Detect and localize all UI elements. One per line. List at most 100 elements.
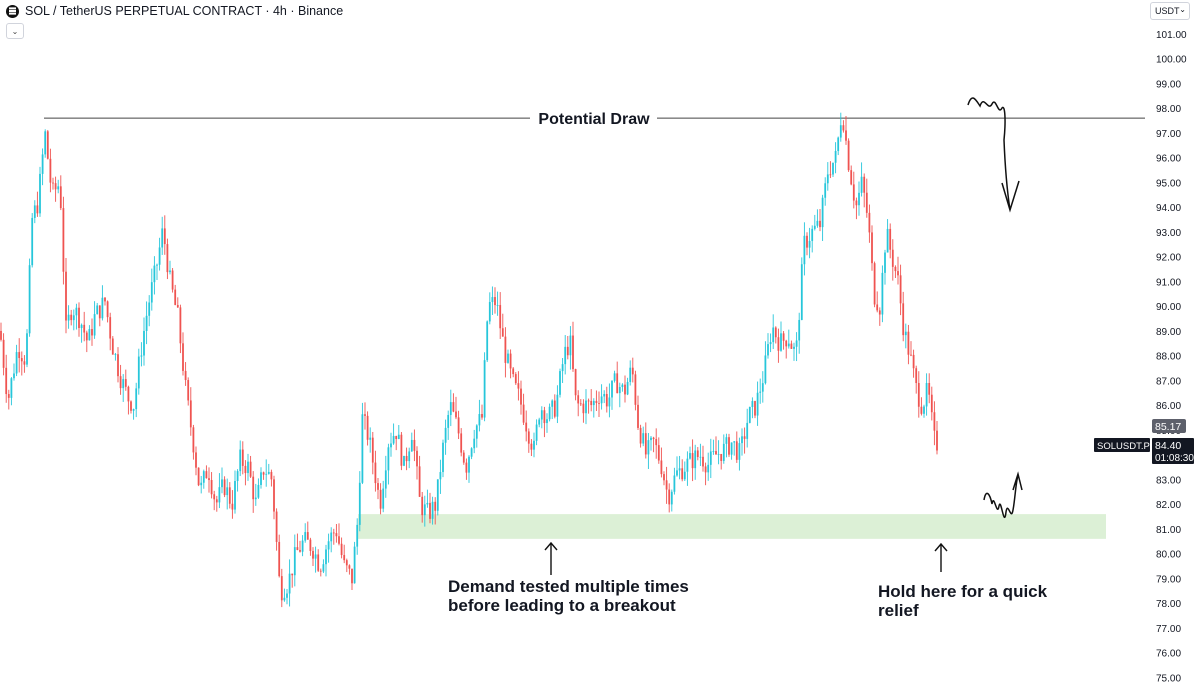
candle-body (18, 352, 21, 359)
candle-body (470, 448, 473, 457)
candle-body (161, 228, 164, 248)
candle-body (829, 174, 832, 176)
candle-body (787, 343, 790, 347)
chart-header: SOL / TetherUS PERPETUAL CONTRACT · 4h ·… (6, 4, 343, 18)
candle-body (819, 220, 821, 228)
candle-body (200, 482, 203, 486)
candle-body (260, 472, 262, 485)
candle-body (793, 346, 795, 349)
candle-body (351, 568, 353, 584)
candle-body (426, 502, 429, 505)
candle-body (390, 443, 392, 448)
price-axis-tick: 97.00 (1156, 129, 1181, 140)
price-axis-tick: 95.00 (1156, 178, 1181, 189)
candle-body (241, 449, 244, 466)
candle-body (379, 489, 382, 509)
chevron-down-icon: ⌄ (1179, 5, 1186, 14)
candle-body (410, 439, 413, 452)
candle-body (569, 335, 572, 356)
candle-body (481, 414, 483, 418)
candle-body (465, 462, 468, 473)
candle-body (280, 576, 283, 601)
candle-body (748, 407, 751, 423)
candle-body (551, 400, 554, 407)
potential-draw-label: Potential Draw (538, 111, 650, 128)
candle-body (709, 451, 712, 465)
candle-body (899, 275, 902, 304)
candle-body (488, 302, 491, 322)
candle-body (730, 442, 733, 455)
svg-text:SOLUSDT.P: SOLUSDT.P (1097, 441, 1150, 452)
candle-body (733, 441, 736, 443)
price-axis-tick: 81.00 (1156, 525, 1181, 536)
candle-body (512, 368, 515, 375)
candle-body (213, 494, 216, 500)
candle-body (491, 297, 494, 303)
candle-body (598, 403, 600, 404)
candle-body (535, 424, 538, 441)
candle-body (478, 414, 481, 426)
candle-body (452, 402, 455, 412)
candle-body (275, 511, 278, 542)
candle-body (340, 543, 343, 556)
candle-body (582, 403, 585, 414)
price-axis-tick: 98.00 (1156, 104, 1181, 115)
candle-body (707, 464, 710, 473)
candle-body (806, 235, 808, 248)
candle-body (335, 533, 338, 537)
candle-body (811, 228, 814, 241)
candle-body (728, 437, 730, 455)
candle-body (140, 355, 143, 357)
candle-body (777, 337, 780, 351)
candle-body (327, 541, 330, 550)
candle-body (80, 324, 83, 329)
candle-body (530, 443, 533, 450)
candle-body (413, 439, 416, 451)
candle-body (319, 570, 322, 572)
candle-body (119, 376, 122, 389)
price-axis-tick: 75.00 (1156, 673, 1181, 684)
candle-body (837, 137, 840, 152)
candle-body (57, 186, 60, 190)
candle-body (884, 252, 886, 273)
candle-body (660, 460, 663, 475)
candle-body (928, 383, 931, 395)
candle-body (494, 297, 496, 306)
candle-body (925, 383, 928, 407)
price-axis-tick: 101.00 (1156, 30, 1187, 41)
candle-body (392, 435, 395, 444)
candle-body (520, 388, 522, 405)
candle-body (364, 414, 366, 416)
candle-body (338, 536, 340, 544)
up-scribble-arrow (983, 471, 1023, 518)
candle-body (317, 554, 320, 571)
candle-body (574, 369, 577, 396)
candle-body (915, 368, 918, 384)
candle-body (738, 443, 741, 460)
candle-body (226, 487, 229, 496)
candle-body (735, 441, 738, 460)
candle-body (239, 449, 242, 472)
candle-body (657, 445, 660, 461)
last-price-badge: 84.40 01:08:30 (1152, 438, 1194, 464)
price-axis-tick: 78.00 (1156, 599, 1181, 610)
candle-body (483, 360, 486, 418)
candle-body (525, 422, 528, 432)
candle-body (158, 247, 161, 265)
price-axis-tick: 94.00 (1156, 203, 1181, 214)
candle-body (507, 353, 509, 363)
candle-body (566, 346, 569, 356)
candle-body (865, 192, 868, 213)
candle-body (813, 225, 816, 229)
candle-body (517, 383, 520, 389)
candle-body (553, 400, 556, 417)
candle-body (683, 471, 686, 480)
currency-selector[interactable]: USDT ⌄ (1150, 2, 1190, 20)
candle-body (902, 303, 905, 336)
candle-body (254, 497, 257, 500)
candle-body (886, 228, 889, 253)
candle-body (304, 532, 307, 541)
candle-body (377, 483, 379, 490)
collapse-legend-button[interactable]: ⌄ (6, 23, 24, 39)
